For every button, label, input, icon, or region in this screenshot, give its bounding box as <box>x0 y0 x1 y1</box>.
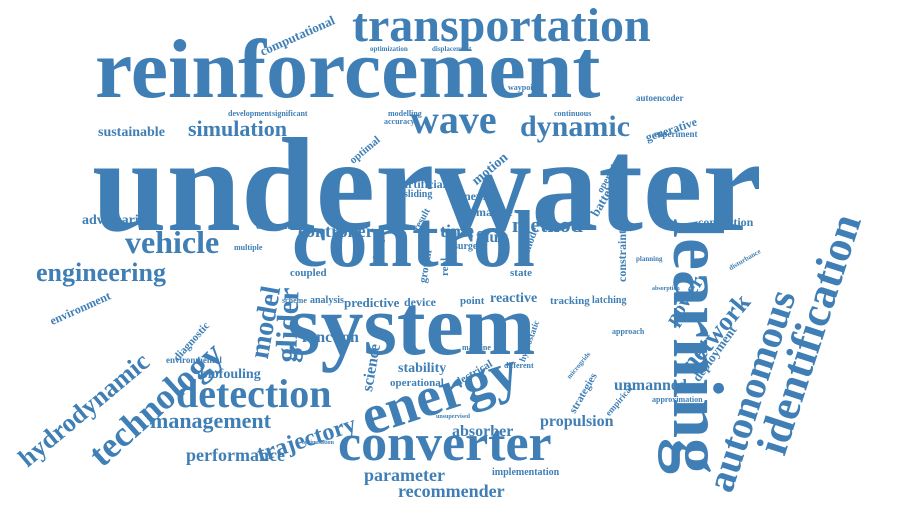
word-marine: marine <box>476 205 513 219</box>
word-displacement: displacement <box>432 45 472 53</box>
word-neural: neural <box>464 189 498 203</box>
word-autoencoder: autoencoder <box>636 93 684 103</box>
word-different: different <box>504 361 534 370</box>
word-sliding: sliding <box>404 189 433 200</box>
word-transportation: transportation <box>352 0 651 52</box>
word-parameter: parameter <box>364 465 445 485</box>
word-engineering: engineering <box>36 258 166 287</box>
word-propulsion: propulsion <box>540 413 614 430</box>
word-connection: connection <box>698 215 754 229</box>
word-point: point <box>460 295 485 307</box>
word-tracking: tracking <box>550 295 590 307</box>
word-multiple: multiple <box>234 243 263 252</box>
word-experiment: experiment <box>654 129 698 139</box>
word-approach: approach <box>612 327 645 336</box>
word-predictive: predictive <box>344 295 400 310</box>
word-implementation: implementation <box>492 467 560 478</box>
word-surge: surge <box>454 241 478 252</box>
word-detection: detection <box>176 371 332 416</box>
word-absorption: absorption <box>652 286 680 292</box>
word-adversarial: adversarial <box>82 213 150 228</box>
word-waypoints: waypoints <box>508 83 543 92</box>
word-environment: environment <box>47 288 113 328</box>
word-reinforcement: reinforcement <box>95 23 601 116</box>
word-optimisation: optimisation <box>302 440 335 446</box>
word-biofouling: biofouling <box>200 367 261 382</box>
word-state: state <box>510 267 532 279</box>
word-method: method <box>512 212 583 237</box>
word-simulation: simulation <box>188 116 288 141</box>
word-absorber: absorber <box>452 423 514 440</box>
word-real: real <box>439 257 451 276</box>
word-artificial: artificial <box>402 177 446 191</box>
word-converter: converter <box>338 415 552 472</box>
word-performance: performance <box>186 445 285 465</box>
word-fault: fault <box>476 229 508 246</box>
word-coupled: coupled <box>290 267 327 279</box>
word-wave: wave <box>410 97 497 142</box>
word-analysis: analysis <box>310 295 344 306</box>
word-scheme: scheme <box>282 296 307 305</box>
word-stability: stability <box>398 361 447 376</box>
word-time: time <box>440 221 474 241</box>
word-device: device <box>404 295 436 309</box>
word-data: data <box>369 237 389 265</box>
word-controller: controller <box>298 221 374 241</box>
word-vehicle: vehicle <box>125 224 220 260</box>
word-unmanned: unmanned <box>614 377 687 394</box>
word-operational: operational <box>390 377 444 389</box>
word-underwater: underwater <box>92 111 762 259</box>
word-electronic: electronic <box>256 221 298 232</box>
word-recommender: recommender <box>398 481 505 501</box>
word-management: management <box>150 408 271 433</box>
word-accuracy: accuracy <box>384 117 415 126</box>
word-constraint: constraint <box>615 230 629 282</box>
word-planning: planning <box>636 255 663 263</box>
word-function: function <box>302 329 359 346</box>
word-reactive: reactive <box>490 291 538 306</box>
word-continuous: continuous <box>554 109 592 118</box>
word-latching: latching <box>592 295 627 306</box>
word-significant: significant <box>272 109 308 118</box>
word-system: system <box>287 277 536 373</box>
word-dynamic: dynamic <box>520 110 631 143</box>
word-control: control <box>292 196 535 284</box>
word-development: development <box>228 109 272 118</box>
word-approximation: approximation <box>652 395 703 404</box>
word-modelling: modelling <box>388 109 422 118</box>
word-environmental: environmental <box>166 355 222 365</box>
word-machine: machine <box>462 343 491 352</box>
word-sustainable: sustainable <box>98 125 165 140</box>
word-optimization: optimization <box>370 45 408 53</box>
word-unsupervised: unsupervised <box>436 414 471 420</box>
